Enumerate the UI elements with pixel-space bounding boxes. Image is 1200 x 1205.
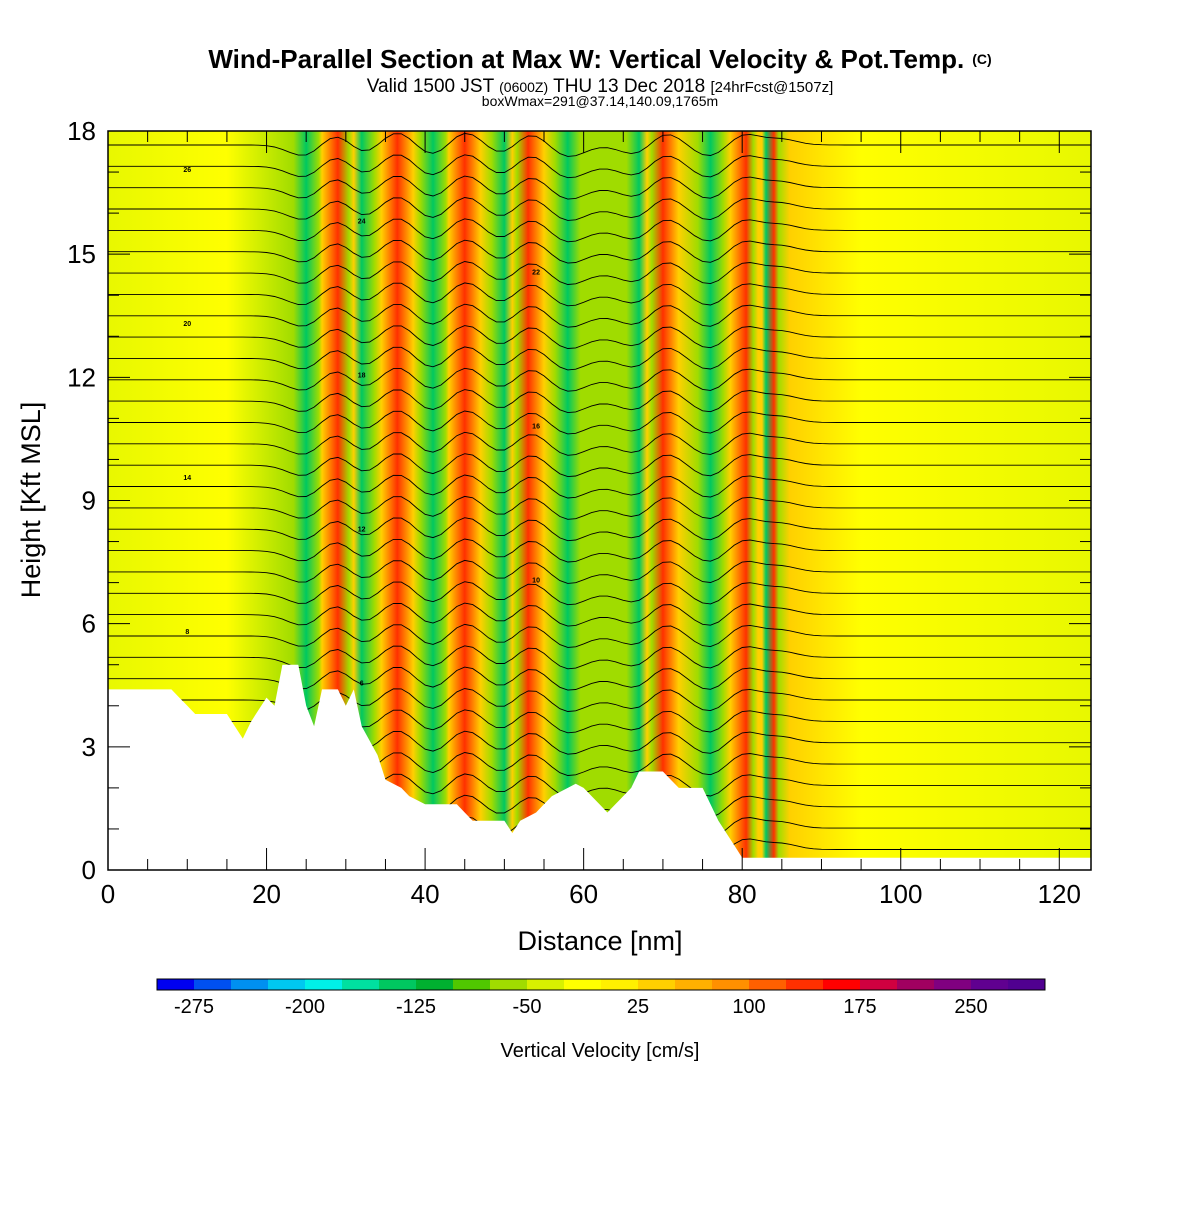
plot-area: 26 24 22 20 18 16 14 12 10 8 6 [108,131,1091,870]
theta-contour-line [108,175,1091,200]
contour-label: 24 [358,218,366,225]
y-tick-label: 0 [82,855,96,885]
theta-contour-line [108,666,1091,691]
contour-label: 10 [532,578,540,585]
chart-subtitle-2: boxWmax=291@37.14,140.09,1765m [482,93,718,109]
theta-contour-line [108,197,1091,221]
colorbar-swatch [379,979,417,990]
colorbar-tick-label: 250 [954,996,987,1018]
colorbar-swatch [231,979,269,990]
contour-label: 14 [183,475,191,482]
theta-contour-line [108,303,1091,328]
theta-contour-line [108,389,1091,414]
colorbar-swatch [342,979,380,990]
colorbar-swatch [601,979,639,990]
x-axis: 0 20 40 60 80 100 120 [101,131,1081,909]
theta-contour-line [108,495,1091,520]
theta-contour-line [108,559,1091,584]
y-tick-label: 6 [82,609,96,639]
colorbar-tick-label: 175 [843,996,876,1018]
colorbar-swatch [305,979,343,990]
contour-label: 20 [183,321,191,328]
colorbar-swatch [675,979,713,990]
y-axis-label: Height [Kft MSL] [16,402,46,599]
colorbar-tick-label: -125 [396,996,436,1018]
theta-contour-line [108,688,1091,712]
colorbar-tick-label: -200 [285,996,325,1018]
colorbar-swatch [527,979,565,990]
contour-label: 22 [532,270,540,277]
x-tick-label: 100 [879,879,922,909]
theta-contour-line [108,325,1091,349]
y-tick-label: 15 [67,239,96,269]
colorbar-swatch [416,979,454,990]
theta-contour-line [108,431,1091,456]
chart-title: Wind-Parallel Section at Max W: Vertical… [208,44,991,74]
colorbar-swatch [786,979,824,990]
x-tick-label: 80 [728,879,757,909]
theta-contour-line [108,261,1091,285]
colorbar-swatch [453,979,491,990]
contour-label: 12 [358,526,366,533]
terrain-mask [108,664,1091,870]
colorbar-swatch [823,979,861,990]
colorbar-swatch [971,979,1009,990]
y-tick-label: 12 [67,362,96,392]
theta-contour-line [108,367,1091,392]
colorbar-tick-label: 100 [732,996,765,1018]
y-tick-label: 18 [67,116,96,146]
colorbar-swatch [564,979,602,990]
colorbar-swatch [934,979,972,990]
theta-contour-line [108,132,1091,157]
colorbar-tick-label: -50 [513,996,542,1018]
colorbar: -275 -200 -125 -50 25 100 175 250 [156,978,1046,1018]
colorbar-swatch [268,979,306,990]
colorbar-swatch [490,979,528,990]
x-tick-label: 40 [411,879,440,909]
theta-contour-line [108,346,1091,371]
colorbar-swatch [860,979,898,990]
theta-contour-line [108,154,1091,179]
colorbar-tick-label: -275 [174,996,214,1018]
chart-subtitle: Valid 1500 JST (0600Z) THU 13 Dec 2018 [… [367,76,834,97]
theta-contour-line [108,538,1091,563]
theta-contour-line [108,239,1091,264]
theta-contour-line [108,474,1091,499]
x-tick-label: 60 [569,879,598,909]
title-mark: (C) [972,51,991,67]
theta-contour-line [108,517,1091,542]
colorbar-swatch [638,979,676,990]
colorbar-tick-label: 25 [627,996,649,1018]
x-tick-label: 120 [1038,879,1081,909]
x-axis-label: Distance [nm] [517,926,682,956]
y-axis: 0 3 6 9 12 15 18 [67,116,1091,885]
colorbar-swatch [712,979,750,990]
colorbar-swatch [1008,979,1046,990]
theta-contour-line [108,581,1091,606]
y-tick-label: 3 [82,732,96,762]
theta-contour-line [108,282,1091,307]
theta-contour-line [108,645,1091,670]
theta-contour-line [108,410,1091,435]
contour-label: 26 [183,167,191,174]
x-tick-label: 20 [252,879,281,909]
colorbar-frame [156,978,1046,991]
colorbar-swatch [897,979,935,990]
contour-label: 8 [185,629,189,636]
colorbar-swatch [157,979,195,990]
x-tick-label: 0 [101,879,115,909]
contour-label: 16 [532,424,540,431]
theta-contour-line [108,602,1091,627]
contour-label: 18 [358,372,366,379]
colorbar-swatch [749,979,787,990]
colorbar-label: Vertical Velocity [cm/s] [501,1040,700,1062]
theta-contour-line [108,623,1091,648]
y-tick-label: 9 [82,486,96,516]
colorbar-swatch [194,979,232,990]
theta-contour-line [108,218,1091,243]
theta-contour-line [108,453,1091,478]
contour-label: 6 [360,680,364,687]
